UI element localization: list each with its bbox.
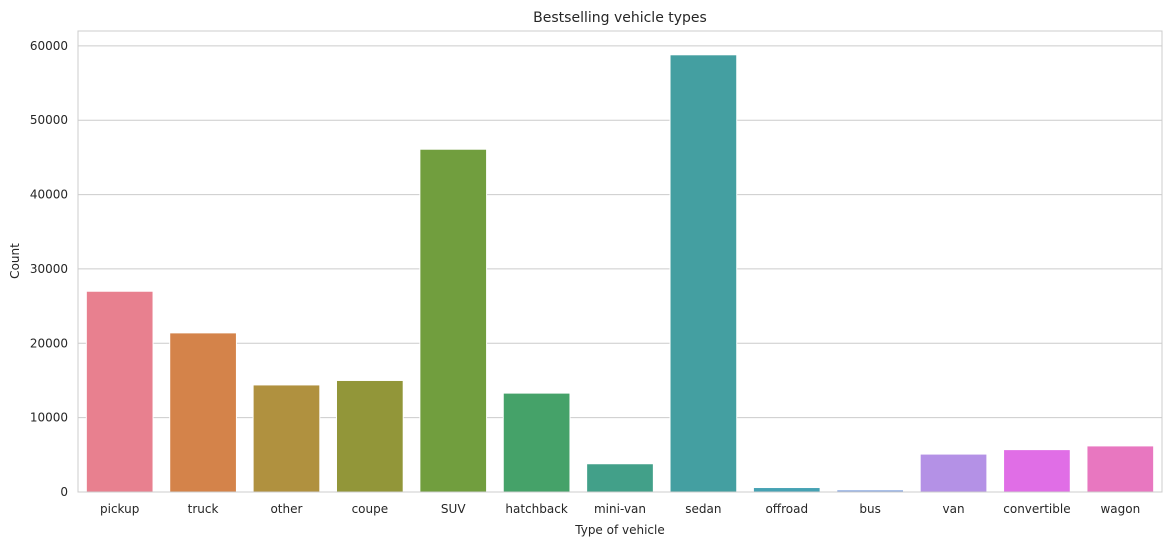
- bar-offroad: [752, 487, 821, 493]
- y-tick-label: 30000: [30, 262, 68, 276]
- grid-lines: [78, 45, 1162, 493]
- x-tick-label: convertible: [1003, 502, 1070, 516]
- bar-truck: [169, 332, 237, 493]
- bar-coupe: [335, 379, 404, 493]
- x-tick-label: coupe: [352, 502, 389, 516]
- bar-wagon: [1086, 445, 1155, 493]
- bar-mini-van: [586, 463, 654, 493]
- y-tick-label: 50000: [30, 113, 68, 127]
- bar-convertible: [1003, 449, 1071, 493]
- bar-pickup: [85, 290, 154, 493]
- x-tick-label: van: [943, 502, 965, 516]
- bars: [85, 54, 1155, 493]
- x-tick-label: mini-van: [594, 502, 646, 516]
- bar-suv: [419, 148, 488, 493]
- y-tick-labels: 0 10000 20000 30000 40000 50000 60000: [30, 39, 68, 499]
- x-tick-labels: pickup truck other coupe SUV hatchback mini-va…: [100, 502, 1140, 516]
- bar-van: [919, 453, 988, 493]
- x-tick-label: bus: [859, 502, 880, 516]
- y-tick-label: 60000: [30, 39, 68, 53]
- x-tick-label: other: [270, 502, 302, 516]
- y-tick-label: 10000: [30, 411, 68, 425]
- y-tick-label: 0: [60, 485, 68, 499]
- bar-other: [252, 384, 321, 493]
- bar-hatchback: [502, 392, 571, 493]
- x-tick-label: wagon: [1100, 502, 1140, 516]
- x-tick-label: truck: [188, 502, 219, 516]
- chart-title: Bestselling vehicle types: [533, 10, 707, 26]
- y-tick-label: 40000: [30, 188, 68, 202]
- y-axis-label: Count: [8, 243, 22, 279]
- x-tick-label: offroad: [765, 502, 808, 516]
- x-axis-label: Type of vehicle: [574, 523, 665, 537]
- x-tick-label: hatchback: [505, 502, 567, 516]
- plot-frame: [77, 30, 1163, 493]
- y-tick-label: 20000: [30, 336, 68, 350]
- x-tick-label: SUV: [441, 502, 466, 516]
- x-tick-label: sedan: [685, 502, 721, 516]
- bar-sedan: [669, 54, 738, 493]
- x-tick-label: pickup: [100, 502, 139, 516]
